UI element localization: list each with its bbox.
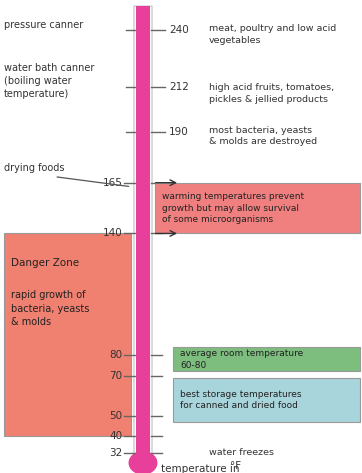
- Bar: [136, 6, 150, 457]
- Text: °F: °F: [230, 461, 241, 471]
- Text: 70: 70: [109, 370, 122, 381]
- FancyBboxPatch shape: [173, 377, 360, 422]
- Text: 140: 140: [102, 228, 122, 238]
- Text: 165: 165: [102, 178, 122, 188]
- Text: pressure canner: pressure canner: [4, 20, 83, 30]
- Text: rapid growth of
bacteria, yeasts
& molds: rapid growth of bacteria, yeasts & molds: [11, 290, 89, 327]
- Text: 40: 40: [109, 431, 122, 441]
- Text: 80: 80: [109, 350, 122, 360]
- Text: 212: 212: [169, 82, 189, 92]
- FancyBboxPatch shape: [173, 347, 360, 371]
- Text: average room temperature
60-80: average room temperature 60-80: [180, 349, 303, 369]
- Text: temperature in: temperature in: [161, 464, 240, 473]
- Text: most bacteria, yeasts
& molds are destroyed: most bacteria, yeasts & molds are destro…: [209, 126, 317, 146]
- Text: best storage temperatures
for canned and dried food: best storage temperatures for canned and…: [180, 390, 302, 410]
- FancyBboxPatch shape: [155, 183, 360, 234]
- Text: 240: 240: [169, 26, 189, 35]
- Text: water freezes: water freezes: [209, 448, 274, 457]
- Ellipse shape: [129, 452, 157, 473]
- Text: Danger Zone: Danger Zone: [11, 258, 79, 268]
- FancyBboxPatch shape: [134, 6, 152, 457]
- Text: drying foods: drying foods: [4, 164, 64, 174]
- Text: warming temperatures prevent
growth but may allow survival
of some microorganism: warming temperatures prevent growth but …: [162, 192, 304, 224]
- Text: 50: 50: [109, 411, 122, 421]
- Text: high acid fruits, tomatoes,
pickles & jellied products: high acid fruits, tomatoes, pickles & je…: [209, 83, 334, 104]
- FancyBboxPatch shape: [4, 234, 131, 437]
- Text: water bath canner
(boiling water
temperature): water bath canner (boiling water tempera…: [4, 63, 94, 99]
- Text: meat, poultry and low acid
vegetables: meat, poultry and low acid vegetables: [209, 24, 336, 45]
- Text: 32: 32: [109, 448, 122, 458]
- Text: 190: 190: [169, 127, 189, 137]
